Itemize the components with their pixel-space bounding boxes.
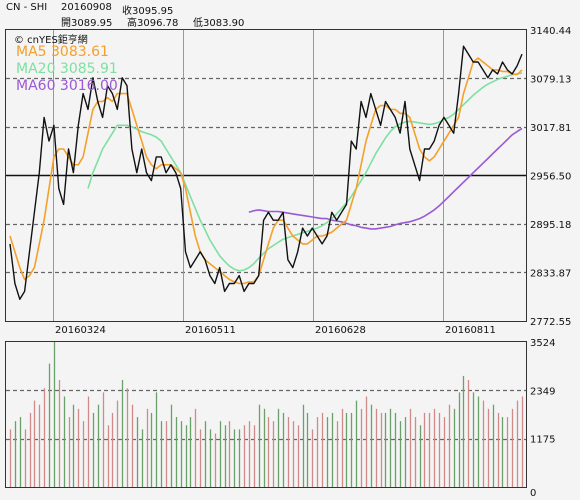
price-y-tick: 3140.44 bbox=[530, 26, 571, 37]
volume-y-tick: 2349 bbox=[530, 386, 555, 397]
x-tick-label: 20160811 bbox=[445, 325, 496, 336]
symbol-label: CN - SHI bbox=[6, 2, 48, 13]
x-tick-label: 20160511 bbox=[185, 325, 236, 336]
high-label: 高3096.78 bbox=[127, 18, 179, 29]
ma60-line bbox=[248, 127, 523, 230]
price-y-tick: 3017.81 bbox=[530, 123, 571, 134]
price-line bbox=[9, 45, 523, 300]
legend-ma60: MA60 3016.00 bbox=[16, 78, 118, 94]
price-y-tick: 2833.87 bbox=[530, 269, 571, 280]
close-label: 收3095.95 bbox=[122, 6, 174, 17]
price-y-tick: 2956.50 bbox=[530, 172, 571, 183]
x-tick-label: 20160628 bbox=[315, 325, 366, 336]
ma5-line bbox=[9, 57, 523, 285]
date-label: 20160908 bbox=[61, 2, 112, 13]
volume-bars bbox=[9, 342, 524, 487]
price-y-tick: 2895.18 bbox=[530, 220, 571, 231]
y-tick-labels: 3140.44 3079.13 3017.81 2956.50 2895.18 2833.… bbox=[530, 26, 571, 499]
x-tick-label: 20160324 bbox=[55, 325, 106, 336]
x-tick-labels: 20160324 20160511 20160628 20160811 bbox=[55, 325, 496, 336]
volume-y-tick: 3524 bbox=[530, 338, 555, 349]
legend-ma20: MA20 3085.91 bbox=[16, 61, 118, 77]
legend-ma5: MA5 3083.61 bbox=[16, 44, 109, 60]
open-label: 開3089.95 bbox=[61, 18, 113, 29]
volume-y-tick: 1175 bbox=[530, 435, 555, 446]
series-lines bbox=[9, 45, 523, 300]
volume-y-tick: 0 bbox=[530, 488, 536, 499]
price-y-tick: 3079.13 bbox=[530, 75, 571, 86]
price-y-tick: 2772.55 bbox=[530, 317, 571, 328]
low-label: 低3083.90 bbox=[193, 18, 245, 29]
source-label: © cnYES鉅亨網 bbox=[14, 35, 88, 46]
